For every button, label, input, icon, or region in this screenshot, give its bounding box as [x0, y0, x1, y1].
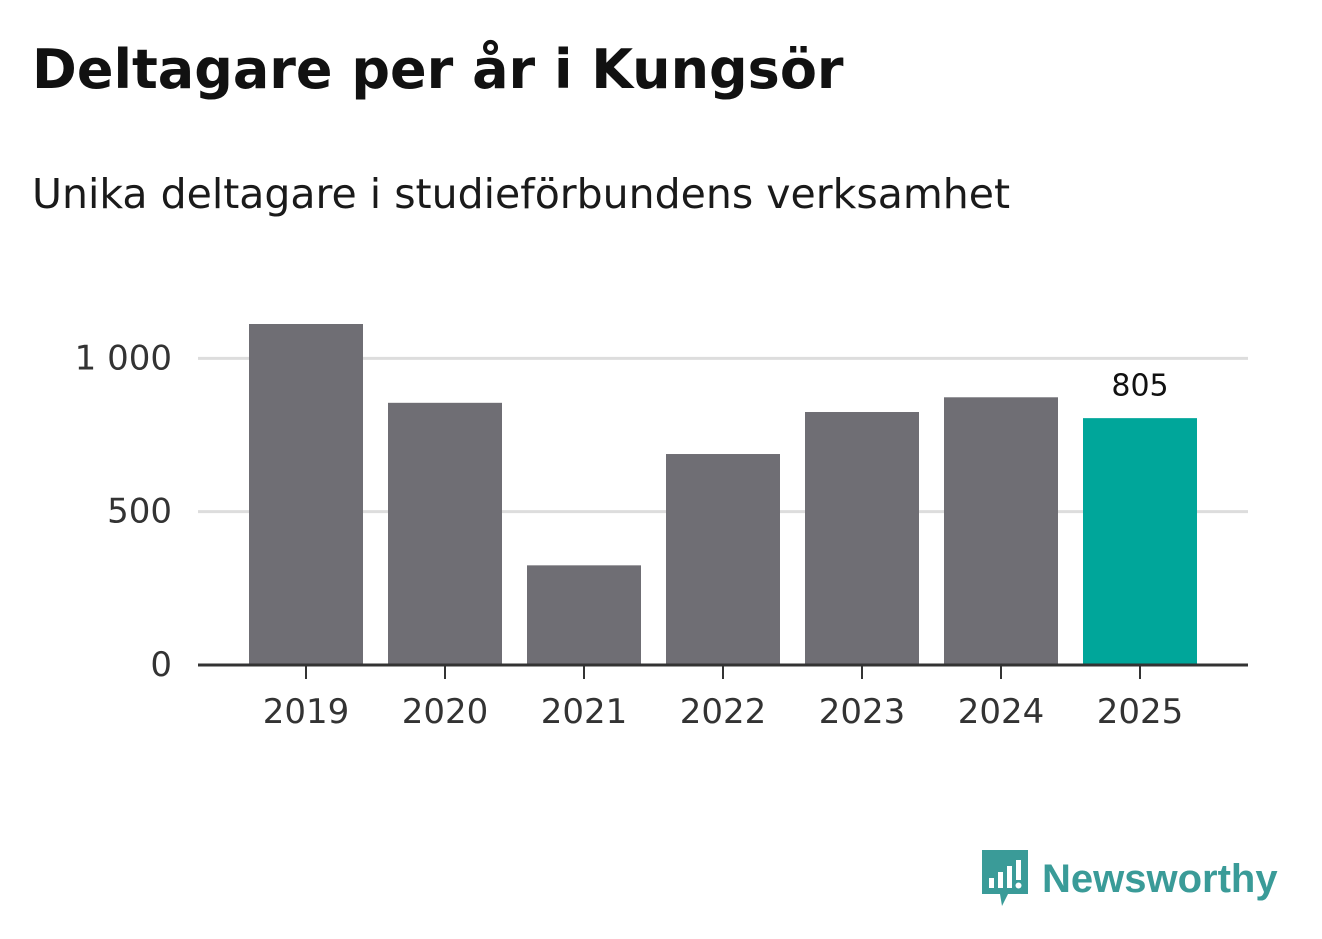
y-tick-label: 0: [150, 645, 172, 685]
bar-2019: [249, 324, 363, 665]
bar-2021: [527, 565, 641, 665]
x-tick-label: 2019: [263, 692, 350, 732]
y-tick-label: 1 000: [75, 338, 172, 378]
chart-title: Deltagare per år i Kungsör: [32, 38, 844, 101]
brand-name: Newsworthy: [1042, 856, 1278, 901]
y-tick-label: 500: [107, 492, 172, 532]
x-tick-label: 2024: [958, 692, 1045, 732]
bar-2020: [388, 402, 502, 665]
x-tick-label: 2025: [1097, 692, 1184, 732]
x-tick-label: 2023: [819, 692, 906, 732]
x-tick-label: 2022: [680, 692, 767, 732]
x-tick-label: 2021: [541, 692, 628, 732]
bar-2025: [1083, 418, 1197, 665]
chart-subtitle: Unika deltagare i studieförbundens verks…: [32, 170, 1011, 218]
data-label: 805: [1111, 369, 1168, 404]
x-tick-label: 2020: [402, 692, 489, 732]
bar-2023: [805, 412, 919, 665]
newsworthy-logo-icon: [982, 850, 1028, 906]
newsworthy-brand: Newsworthy: [980, 848, 1278, 910]
bar-2024: [944, 397, 1058, 665]
bar-2022: [666, 454, 780, 665]
